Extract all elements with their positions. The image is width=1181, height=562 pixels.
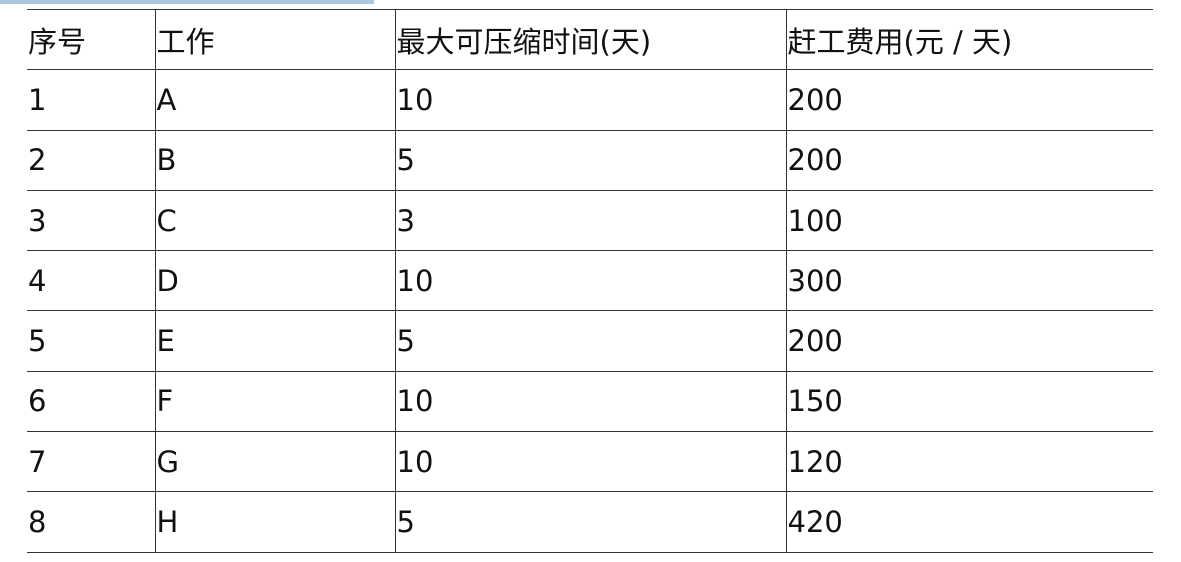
header-col-max-compress-days: 最大可压缩时间(天) bbox=[394, 8, 786, 71]
cell-col-index: 8 bbox=[27, 491, 155, 553]
cell-col-task: C bbox=[154, 189, 395, 252]
cell-col-index: 5 bbox=[27, 310, 155, 372]
cell-col-max-compress-days: 10 bbox=[394, 69, 786, 131]
table-row: 6 F 10 150 bbox=[27, 370, 1153, 433]
table-row: 1 A 10 200 bbox=[27, 69, 1153, 131]
cell-col-max-compress-days: 10 bbox=[394, 431, 786, 493]
table-row: 8 H 5 420 bbox=[27, 491, 1153, 553]
header-col-task: 工作 bbox=[154, 8, 395, 71]
cell-col-crash-cost: 150 bbox=[785, 370, 1153, 433]
cell-col-index: 7 bbox=[27, 431, 155, 493]
cell-col-crash-cost: 200 bbox=[785, 69, 1153, 131]
cell-col-max-compress-days: 5 bbox=[394, 310, 786, 372]
header-row: 序号 工作 最大可压缩时间(天) 赶工费用(元 / 天) bbox=[27, 8, 1153, 71]
cell-col-task: B bbox=[154, 129, 395, 191]
cell-col-task: E bbox=[154, 310, 395, 372]
cell-col-crash-cost: 420 bbox=[785, 491, 1153, 553]
cell-col-index: 6 bbox=[27, 370, 155, 433]
cell-col-index: 3 bbox=[27, 189, 155, 252]
cell-col-max-compress-days: 10 bbox=[394, 370, 786, 433]
table-row: 4 D 10 300 bbox=[27, 250, 1153, 312]
cell-col-max-compress-days: 5 bbox=[394, 491, 786, 553]
cell-col-index: 1 bbox=[27, 69, 155, 131]
header-col-index: 序号 bbox=[27, 8, 155, 71]
cell-col-index: 2 bbox=[27, 129, 155, 191]
header-col-crash-cost: 赶工费用(元 / 天) bbox=[785, 8, 1153, 71]
cell-col-max-compress-days: 3 bbox=[394, 189, 786, 252]
cell-col-task: G bbox=[154, 431, 395, 493]
cell-col-crash-cost: 200 bbox=[785, 129, 1153, 191]
cell-col-crash-cost: 100 bbox=[785, 189, 1153, 252]
cell-col-crash-cost: 200 bbox=[785, 310, 1153, 372]
table-row: 7 G 10 120 bbox=[27, 431, 1153, 493]
cell-col-task: H bbox=[154, 491, 395, 553]
cell-col-task: F bbox=[154, 370, 395, 433]
cell-col-max-compress-days: 10 bbox=[394, 250, 786, 312]
cell-col-task: A bbox=[154, 69, 395, 131]
cell-col-task: D bbox=[154, 250, 395, 312]
table-row: 5 E 5 200 bbox=[27, 310, 1153, 372]
top-accent-bar bbox=[0, 0, 374, 4]
data-table: 序号 工作 最大可压缩时间(天) 赶工费用(元 / 天) 1 A 10 200 2 B 5 200 3… bbox=[27, 8, 1153, 553]
cell-col-crash-cost: 120 bbox=[785, 431, 1153, 493]
table-row: 3 C 3 100 bbox=[27, 189, 1153, 252]
cell-col-crash-cost: 300 bbox=[785, 250, 1153, 312]
table-row: 2 B 5 200 bbox=[27, 129, 1153, 191]
cell-col-index: 4 bbox=[27, 250, 155, 312]
cell-col-max-compress-days: 5 bbox=[394, 129, 786, 191]
